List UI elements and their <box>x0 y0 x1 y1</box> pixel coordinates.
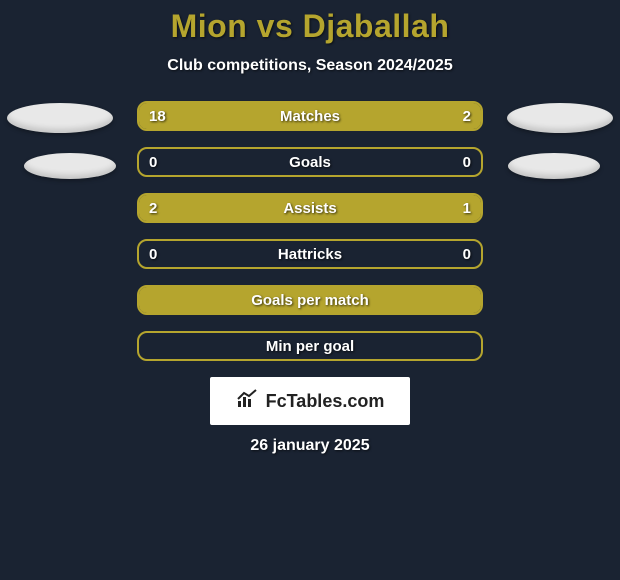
logo-badge: FcTables.com <box>210 377 410 425</box>
player-right-oval-1 <box>507 103 613 133</box>
stat-label: Min per goal <box>139 333 481 359</box>
comparison-card: Mion vs Djaballah Club competitions, Sea… <box>0 0 620 455</box>
logo-text: FcTables.com <box>266 391 385 412</box>
stat-label: Matches <box>139 103 481 129</box>
player-left-oval-2 <box>24 153 116 179</box>
stat-bar: 21Assists <box>137 193 483 223</box>
chart-icon <box>236 389 260 414</box>
stat-label: Goals <box>139 149 481 175</box>
stat-label: Hattricks <box>139 241 481 267</box>
stat-label: Goals per match <box>139 287 481 313</box>
bars-container: 182Matches 00Goals 21Assists 00Hattricks Goa… <box>0 101 620 361</box>
stats-area: 182Matches 00Goals 21Assists 00Hattricks Goa… <box>0 101 620 361</box>
page-subtitle: Club competitions, Season 2024/2025 <box>0 57 620 75</box>
stat-label: Assists <box>139 195 481 221</box>
stat-bar: 00Hattricks <box>137 239 483 269</box>
player-left-oval-1 <box>7 103 113 133</box>
stat-bar: 00Goals <box>137 147 483 177</box>
stat-bar: Min per goal <box>137 331 483 361</box>
date-label: 26 january 2025 <box>0 437 620 455</box>
stat-bar: Goals per match <box>137 285 483 315</box>
page-title: Mion vs Djaballah <box>0 8 620 45</box>
player-right-oval-2 <box>508 153 600 179</box>
stat-bar: 182Matches <box>137 101 483 131</box>
